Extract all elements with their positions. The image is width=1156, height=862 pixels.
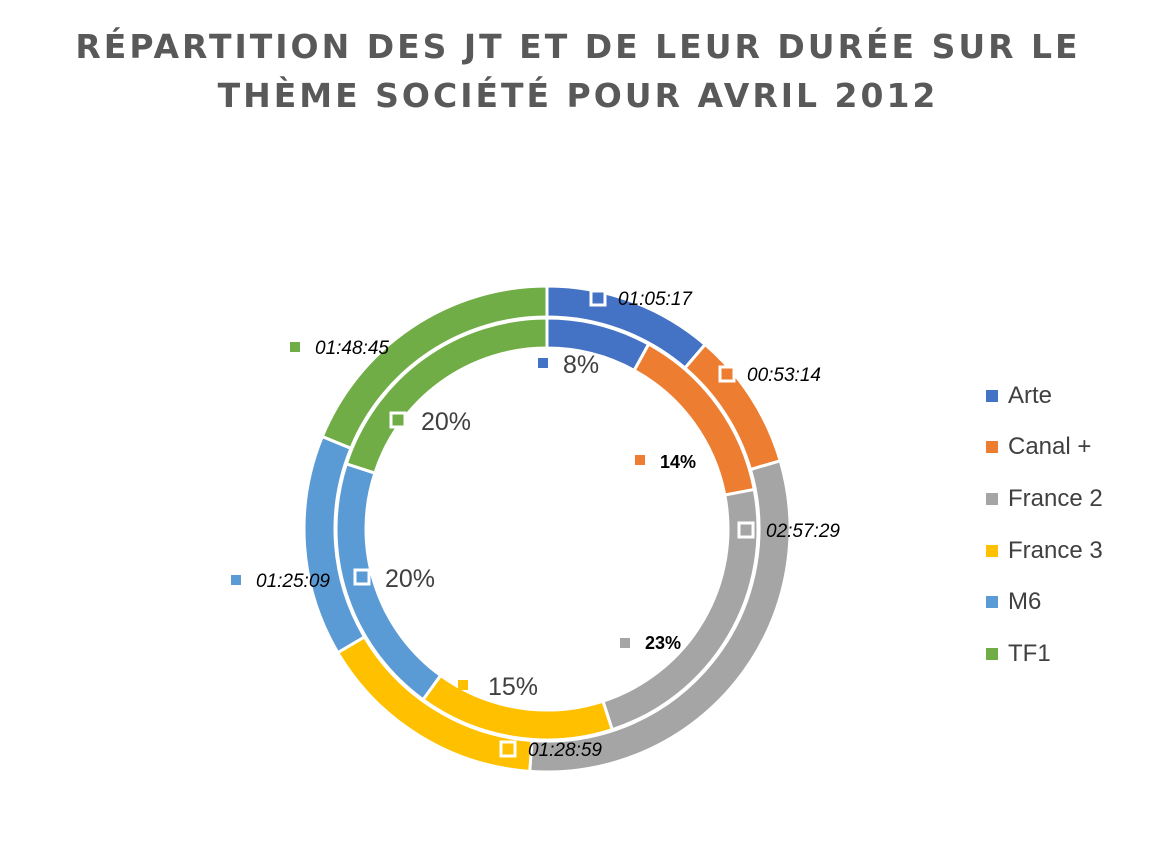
legend-swatch-tf1 <box>986 647 998 660</box>
inner-slice-tf1 <box>344 316 549 475</box>
legend: Arte Canal + France 2 France 3 M6 TF1 <box>986 370 1103 680</box>
outer-label-marker-france-3 <box>499 740 517 758</box>
legend-item-france-3: France 3 <box>986 525 1103 577</box>
outer-data-label-france-2: 02:57:29 <box>766 521 840 542</box>
inner-label-marker-tf1 <box>389 411 407 429</box>
outer-label-marker-arte <box>589 289 607 307</box>
outer-label-marker-canal <box>718 365 736 383</box>
inner-ring-share <box>334 316 760 742</box>
inner-data-label-canal: 14% <box>660 452 696 472</box>
outer-data-label-canal: 00:53:14 <box>747 365 821 386</box>
legend-swatch-arte <box>986 389 998 402</box>
chart-title-line-2: THÈME SOCIÉTÉ POUR AVRIL 2012 <box>217 76 939 115</box>
inner-data-label-france-2: 23% <box>645 633 681 653</box>
legend-item-arte: Arte <box>986 370 1103 422</box>
legend-swatch-m6 <box>986 596 998 609</box>
legend-label-canal: Canal + <box>1008 433 1092 461</box>
legend-item-france-2: France 2 <box>986 473 1103 525</box>
legend-label-france-2: France 2 <box>1008 484 1103 512</box>
inner-data-label-arte: 8% <box>563 351 599 379</box>
legend-swatch-france-2 <box>986 492 998 505</box>
outer-data-label-arte: 01:05:17 <box>618 289 693 310</box>
outer-data-label-tf1: 01:48:45 <box>315 338 389 359</box>
inner-label-marker-canal <box>635 455 645 465</box>
legend-label-m6: M6 <box>1008 588 1042 616</box>
chart-title-line-1: RÉPARTITION DES JT ET DE LEUR DURÉE SUR … <box>75 27 1081 66</box>
inner-label-marker-france-2 <box>620 638 630 648</box>
outer-label-marker-m6 <box>231 575 241 585</box>
legend-label-france-3: France 3 <box>1008 536 1103 564</box>
inner-slice-france-2 <box>601 487 760 732</box>
inner-data-label-france-3: 15% <box>488 673 538 701</box>
legend-swatch-france-3 <box>986 544 998 557</box>
legend-label-arte: Arte <box>1008 381 1053 409</box>
data-labels: 01:05:17 8% 00:53:14 14% 02:57:29 23% 01:28:59… <box>231 289 840 761</box>
legend-item-tf1: TF1 <box>986 628 1103 680</box>
legend-item-m6: M6 <box>986 576 1103 628</box>
outer-data-label-m6: 01:25:09 <box>256 571 330 592</box>
inner-label-marker-m6 <box>353 568 371 586</box>
legend-item-canal: Canal + <box>986 422 1103 474</box>
outer-label-marker-france-2 <box>737 521 755 539</box>
outer-data-label-france-3: 01:28:59 <box>528 740 602 761</box>
outer-label-marker-tf1 <box>290 342 300 352</box>
inner-data-label-m6: 20% <box>385 565 435 593</box>
legend-label-tf1: TF1 <box>1008 639 1051 667</box>
chart-title: RÉPARTITION DES JT ET DE LEUR DURÉE SUR … <box>0 22 1156 120</box>
legend-swatch-canal <box>986 441 998 454</box>
inner-label-marker-france-3 <box>458 680 468 690</box>
inner-label-marker-arte <box>538 358 548 368</box>
inner-data-label-tf1: 20% <box>421 408 471 436</box>
